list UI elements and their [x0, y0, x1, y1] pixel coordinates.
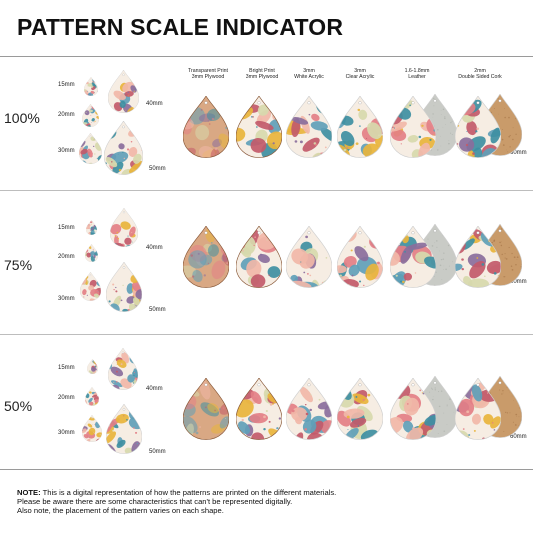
material-header-cork: 2mm Double Sided Cork — [458, 68, 502, 81]
size-label-15: 15mm — [58, 365, 75, 371]
drop-20mm — [82, 104, 99, 127]
drop-40mm — [108, 348, 138, 390]
section-50: 50% 15mm 20mm 30mm 40mm 50mm 60mm — [4, 348, 527, 455]
drop-leather — [390, 226, 436, 288]
material-header-bright-plywood: Bright Print 3mm Plywood — [245, 68, 279, 81]
drop-cork — [455, 96, 501, 158]
size-label-50: 50mm — [149, 449, 166, 455]
page-title: PATTERN SCALE INDICATOR — [17, 14, 344, 40]
drop-clear-acrylic — [337, 96, 383, 158]
divider-bottom — [0, 469, 533, 470]
size-label-60: 60mm — [510, 434, 527, 440]
size-label-40: 40mm — [146, 386, 163, 392]
note-line-1: This is a digital representation of how … — [42, 488, 337, 497]
drop-white-acrylic — [286, 226, 332, 288]
drop-50mm — [106, 262, 142, 312]
section-75: 75% 15mm 20mm 30mm 40mm 50mm 60mm — [4, 208, 527, 313]
size-label-50: 50mm — [149, 166, 166, 172]
drop-leather — [390, 96, 436, 158]
size-label-40: 40mm — [146, 101, 163, 107]
drop-bright-plywood — [236, 378, 282, 440]
size-label-30: 30mm — [58, 296, 75, 302]
divider-1 — [0, 190, 533, 191]
size-label-50: 50mm — [149, 307, 166, 313]
drop-30mm — [79, 133, 102, 164]
scale-label: 75% — [4, 257, 33, 273]
size-label-15: 15mm — [58, 225, 75, 231]
divider-2 — [0, 334, 533, 335]
size-label-30: 30mm — [58, 148, 75, 154]
size-label-30: 30mm — [58, 430, 75, 436]
divider-top — [0, 56, 533, 57]
drop-30mm — [82, 415, 102, 442]
drop-50mm — [104, 121, 143, 175]
size-label-15: 15mm — [58, 82, 75, 88]
size-label-60: 60mm — [510, 150, 527, 156]
note-line-3: Also note, the placement of the pattern … — [17, 506, 224, 516]
drop-40mm — [108, 70, 139, 113]
size-label-20: 20mm — [58, 395, 75, 401]
material-header-clear-acrylic: 3mm Clear Acrylic — [345, 68, 375, 81]
drop-40mm — [110, 208, 138, 247]
material-header-leather: 1.6-1.8mm Leather — [404, 68, 430, 81]
scale-label: 50% — [4, 398, 33, 414]
drop-cork — [455, 378, 501, 440]
drop-white-acrylic — [286, 378, 332, 440]
note-block: NOTE: This is a digital representation o… — [17, 488, 527, 516]
drop-transparent-plywood — [183, 378, 229, 440]
drop-transparent-plywood — [183, 226, 229, 288]
drop-bright-plywood — [236, 96, 282, 158]
drop-cork — [455, 226, 501, 288]
scale-label: 100% — [4, 110, 40, 126]
size-label-20: 20mm — [58, 112, 75, 118]
note-line-2: Please be aware there are some character… — [17, 497, 293, 507]
material-header-transparent-plywood: Transparent Print 3mm Plywood — [188, 68, 228, 81]
size-label-40: 40mm — [146, 245, 163, 251]
drop-clear-acrylic — [337, 226, 383, 288]
drop-15mm — [84, 77, 98, 96]
drop-bright-plywood — [236, 226, 282, 288]
note-label: NOTE: — [17, 488, 41, 497]
material-header-white-acrylic: 3mm White Acrylic — [294, 68, 324, 81]
drop-15mm — [86, 220, 97, 235]
drop-white-acrylic — [286, 96, 332, 158]
size-label-60: 60mm — [510, 279, 527, 285]
drop-clear-acrylic — [337, 378, 383, 440]
size-label-20: 20mm — [58, 254, 75, 260]
drop-20mm — [85, 244, 98, 262]
section-100: 100% 15mm 20mm 30mm 40mm 50mm 60mm — [0, 0, 533, 190]
drop-transparent-plywood — [183, 96, 229, 158]
drop-50mm — [106, 404, 142, 454]
drop-15mm — [87, 359, 98, 374]
drop-30mm — [80, 272, 101, 301]
drop-20mm — [85, 387, 99, 406]
drop-leather — [390, 378, 436, 440]
